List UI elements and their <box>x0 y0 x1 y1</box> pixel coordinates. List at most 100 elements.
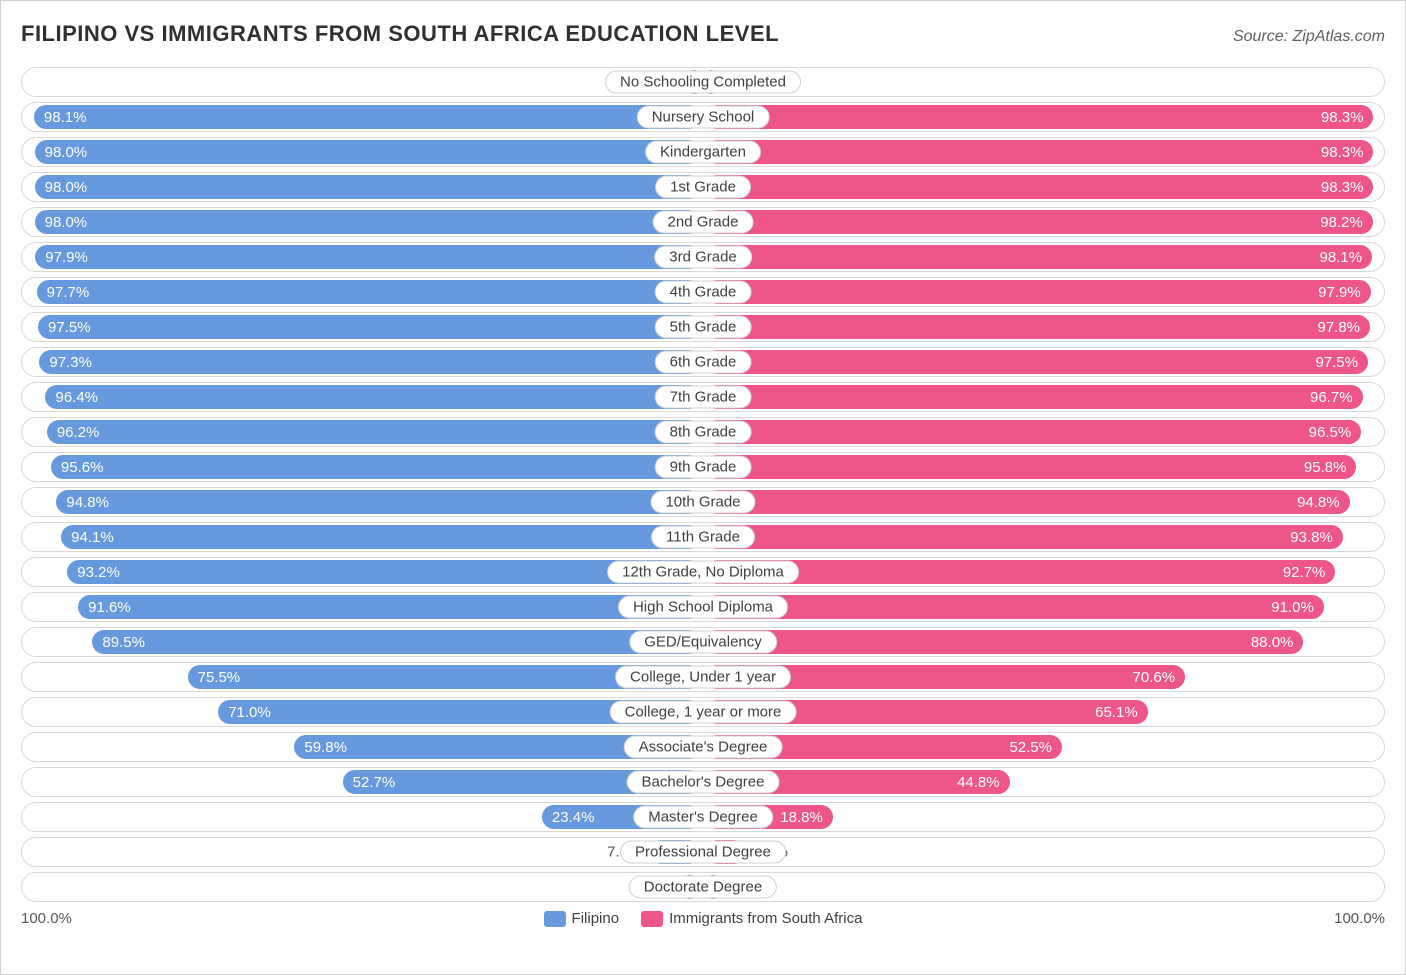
bar-left: 97.7% <box>37 280 701 304</box>
axis-left-max: 100.0% <box>21 910 72 927</box>
bar-right: 95.8% <box>705 455 1356 479</box>
bar-value-left: 96.2% <box>57 424 100 441</box>
bar-value-right: 65.1% <box>1095 704 1138 721</box>
bar-value-right: 96.7% <box>1310 389 1353 406</box>
footer: 100.0% Filipino Immigrants from South Af… <box>21 910 1385 927</box>
bar-right: 94.8% <box>705 490 1350 514</box>
bar-value-right: 98.2% <box>1320 214 1363 231</box>
bar-left: 98.0% <box>35 210 701 234</box>
bar-value-right: 98.1% <box>1320 249 1363 266</box>
chart-row: 59.8%52.5%Associate's Degree <box>21 732 1385 762</box>
bar-value-right: 97.9% <box>1318 284 1361 301</box>
bar-right: 97.9% <box>705 280 1371 304</box>
bar-right: 98.3% <box>705 140 1373 164</box>
category-label: 9th Grade <box>655 456 752 479</box>
bar-value-left: 98.0% <box>45 214 88 231</box>
bar-right: 93.8% <box>705 525 1343 549</box>
category-label: 12th Grade, No Diploma <box>607 561 799 584</box>
bar-right: 97.5% <box>705 350 1368 374</box>
bar-left: 96.2% <box>47 420 701 444</box>
bar-value-left: 71.0% <box>228 704 271 721</box>
bar-left: 94.8% <box>56 490 701 514</box>
category-label: Doctorate Degree <box>629 876 777 899</box>
chart-row: 89.5% 88.0% GED/Equivalency <box>21 627 1385 657</box>
bar-left: 98.0% <box>35 140 701 164</box>
bar-value-left: 98.1% <box>44 109 87 126</box>
bar-right: 96.7% <box>705 385 1363 409</box>
category-label: 2nd Grade <box>653 211 754 234</box>
bar-value-right: 93.8% <box>1290 529 1333 546</box>
chart-row: 75.5%70.6%College, Under 1 year <box>21 662 1385 692</box>
bar-value-right: 95.8% <box>1304 459 1347 476</box>
chart-row: 94.1%93.8%11th Grade <box>21 522 1385 552</box>
bar-left: 89.5% <box>92 630 701 654</box>
chart-row: 71.0% 65.1% College, 1 year or more <box>21 697 1385 727</box>
chart-row: 97.5% 97.8%5th Grade <box>21 312 1385 342</box>
category-label: Associate's Degree <box>624 736 783 759</box>
chart-row: 98.0% 98.3%1st Grade <box>21 172 1385 202</box>
bar-left: 96.4% <box>45 385 701 409</box>
bar-right: 98.3% <box>705 175 1373 199</box>
bar-left: 97.9% <box>35 245 701 269</box>
chart-row: 95.6%95.8%9th Grade <box>21 452 1385 482</box>
category-label: Nursery School <box>637 106 770 129</box>
chart-title: FILIPINO VS IMMIGRANTS FROM SOUTH AFRICA… <box>21 21 779 47</box>
chart-row: 52.7%44.8%Bachelor's Degree <box>21 767 1385 797</box>
category-label: 5th Grade <box>655 316 752 339</box>
bar-right: 96.5% <box>705 420 1361 444</box>
chart-row: 2.0%1.7%No Schooling Completed <box>21 67 1385 97</box>
legend-label-right: Immigrants from South Africa <box>669 910 862 927</box>
bar-right: 92.7% <box>705 560 1335 584</box>
category-label: 3rd Grade <box>654 246 752 269</box>
bar-right: 97.8% <box>705 315 1370 339</box>
bar-left: 98.1% <box>34 105 701 129</box>
category-label: Bachelor's Degree <box>627 771 780 794</box>
bar-value-right: 88.0% <box>1251 634 1294 651</box>
chart-container: FILIPINO VS IMMIGRANTS FROM SOUTH AFRICA… <box>0 0 1406 975</box>
bar-value-right: 96.5% <box>1309 424 1352 441</box>
bar-value-left: 97.3% <box>49 354 92 371</box>
bar-right: 88.0% <box>705 630 1303 654</box>
chart-row: 98.0% 98.3%Kindergarten <box>21 137 1385 167</box>
category-label: Kindergarten <box>645 141 761 164</box>
bar-value-right: 98.3% <box>1321 109 1364 126</box>
header: FILIPINO VS IMMIGRANTS FROM SOUTH AFRICA… <box>21 21 1385 47</box>
chart-row: 23.4%18.8%Master's Degree <box>21 802 1385 832</box>
bar-value-left: 98.0% <box>45 179 88 196</box>
bar-value-right: 94.8% <box>1297 494 1340 511</box>
bar-value-right: 92.7% <box>1283 564 1326 581</box>
bar-left: 97.3% <box>39 350 701 374</box>
bar-value-left: 75.5% <box>198 669 241 686</box>
category-label: 10th Grade <box>650 491 755 514</box>
bar-value-left: 93.2% <box>77 564 120 581</box>
bar-left: 97.5% <box>38 315 701 339</box>
source-credit: Source: ZipAtlas.com <box>1233 28 1385 46</box>
chart-row: 98.0% 98.2% 2nd Grade <box>21 207 1385 237</box>
chart-row: 98.1% 98.3% Nursery School <box>21 102 1385 132</box>
bar-value-left: 59.8% <box>304 739 347 756</box>
chart-row: 96.4%96.7%7th Grade <box>21 382 1385 412</box>
bar-value-right: 18.8% <box>780 809 823 826</box>
category-label: College, 1 year or more <box>610 701 797 724</box>
bar-value-left: 98.0% <box>45 144 88 161</box>
chart-row: 97.3% 97.5% 6th Grade <box>21 347 1385 377</box>
legend-item-right: Immigrants from South Africa <box>641 910 862 927</box>
category-label: Master's Degree <box>633 806 773 829</box>
chart-row: 3.4%2.4%Doctorate Degree <box>21 872 1385 902</box>
chart-row: 97.9% 98.1% 3rd Grade <box>21 242 1385 272</box>
bar-value-right: 97.5% <box>1315 354 1358 371</box>
bar-right: 91.0% <box>705 595 1324 619</box>
bar-value-left: 97.5% <box>48 319 91 336</box>
category-label: 1st Grade <box>655 176 751 199</box>
category-label: GED/Equivalency <box>629 631 777 654</box>
category-label: 6th Grade <box>655 351 752 374</box>
bar-value-right: 44.8% <box>957 774 1000 791</box>
legend: Filipino Immigrants from South Africa <box>544 910 863 927</box>
category-label: College, Under 1 year <box>615 666 791 689</box>
axis-right-max: 100.0% <box>1334 910 1385 927</box>
chart-row: 94.8%94.8%10th Grade <box>21 487 1385 517</box>
bar-right: 98.2% <box>705 210 1373 234</box>
legend-swatch-left <box>544 911 566 927</box>
bar-value-left: 97.7% <box>47 284 90 301</box>
chart-row: 93.2% 92.7% 12th Grade, No Diploma <box>21 557 1385 587</box>
